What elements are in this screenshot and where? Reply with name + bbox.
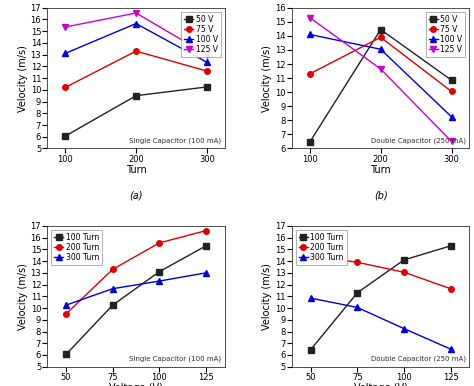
100 Turn — [448, 244, 454, 248]
Legend: 100 Turn, 200 Turn, 300 Turn: 100 Turn, 200 Turn, 300 Turn — [51, 230, 102, 265]
200 Turn — [156, 240, 162, 245]
125 V — [62, 25, 68, 29]
300 Turn — [63, 303, 69, 307]
100 V — [378, 47, 383, 52]
100 Turn — [63, 352, 69, 357]
Line: 125 V: 125 V — [63, 10, 210, 58]
300 Turn — [203, 271, 209, 275]
Text: Double Capacitor (250 mA): Double Capacitor (250 mA) — [371, 138, 466, 144]
X-axis label: Voltage (V): Voltage (V) — [109, 383, 163, 386]
300 Turn — [308, 296, 313, 300]
Y-axis label: Velocity (m/s): Velocity (m/s) — [18, 263, 28, 330]
Text: (a): (a) — [129, 191, 143, 201]
100 V — [62, 51, 68, 56]
Line: 100 Turn: 100 Turn — [64, 243, 209, 357]
Line: 75 V: 75 V — [307, 34, 454, 94]
50 V — [204, 85, 210, 89]
Line: 100 Turn: 100 Turn — [308, 243, 453, 352]
50 V — [449, 78, 455, 83]
200 Turn — [308, 254, 313, 258]
Line: 200 Turn: 200 Turn — [308, 253, 453, 291]
Y-axis label: Velocity (m/s): Velocity (m/s) — [262, 263, 273, 330]
100 Turn — [110, 303, 116, 307]
200 Turn — [110, 267, 116, 272]
200 Turn — [401, 270, 407, 274]
Line: 300 Turn: 300 Turn — [64, 270, 209, 308]
75 V — [204, 69, 210, 73]
75 V — [62, 85, 68, 90]
75 V — [133, 49, 139, 53]
125 V — [133, 11, 139, 15]
125 V — [449, 139, 455, 144]
X-axis label: Turn: Turn — [370, 165, 391, 175]
Legend: 100 Turn, 200 Turn, 300 Turn: 100 Turn, 200 Turn, 300 Turn — [296, 230, 347, 265]
Line: 125 V: 125 V — [307, 15, 454, 144]
X-axis label: Turn: Turn — [126, 165, 146, 175]
200 Turn — [63, 312, 69, 316]
Y-axis label: Velocity (m/s): Velocity (m/s) — [262, 45, 273, 112]
100 V — [204, 60, 210, 64]
200 Turn — [355, 260, 360, 265]
50 V — [378, 27, 383, 32]
50 V — [62, 134, 68, 139]
Line: 200 Turn: 200 Turn — [64, 228, 209, 317]
300 Turn — [156, 279, 162, 283]
Line: 300 Turn: 300 Turn — [308, 295, 453, 352]
Line: 100 V: 100 V — [307, 32, 454, 120]
Text: (b): (b) — [374, 191, 388, 201]
75 V — [378, 35, 383, 40]
100 V — [307, 32, 312, 37]
50 V — [133, 93, 139, 98]
Line: 50 V: 50 V — [63, 84, 210, 139]
100 V — [133, 21, 139, 26]
100 Turn — [401, 257, 407, 262]
200 Turn — [448, 286, 454, 291]
Line: 100 V: 100 V — [63, 21, 210, 65]
125 V — [204, 52, 210, 57]
100 Turn — [355, 291, 360, 295]
100 Turn — [156, 269, 162, 274]
300 Turn — [355, 305, 360, 310]
300 Turn — [448, 347, 454, 351]
Text: Single Capacitor (100 mA): Single Capacitor (100 mA) — [129, 356, 221, 362]
100 Turn — [203, 244, 209, 248]
Text: Double Capacitor (250 mA): Double Capacitor (250 mA) — [371, 356, 466, 362]
200 Turn — [203, 228, 209, 233]
100 Turn — [308, 347, 313, 352]
75 V — [307, 71, 312, 76]
Line: 75 V: 75 V — [63, 48, 210, 90]
100 V — [449, 115, 455, 119]
X-axis label: Voltage (V): Voltage (V) — [354, 383, 408, 386]
300 Turn — [110, 286, 116, 291]
125 V — [378, 67, 383, 71]
Legend: 50 V, 75 V, 100 V, 125 V: 50 V, 75 V, 100 V, 125 V — [181, 12, 221, 57]
Legend: 50 V, 75 V, 100 V, 125 V: 50 V, 75 V, 100 V, 125 V — [426, 12, 465, 57]
50 V — [307, 140, 312, 144]
300 Turn — [401, 326, 407, 331]
Line: 50 V: 50 V — [307, 27, 454, 145]
75 V — [449, 89, 455, 94]
Y-axis label: Velocity (m/s): Velocity (m/s) — [18, 45, 28, 112]
Text: Single Capacitor (100 mA): Single Capacitor (100 mA) — [129, 138, 221, 144]
125 V — [307, 15, 312, 20]
